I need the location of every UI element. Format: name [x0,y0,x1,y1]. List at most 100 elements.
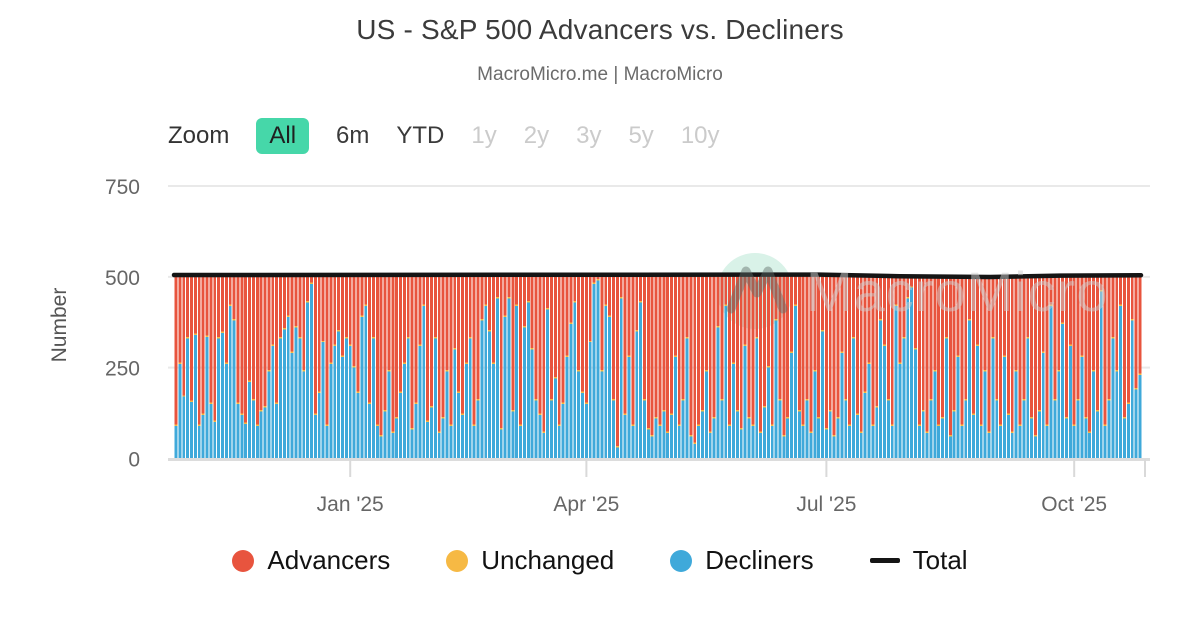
advancers-bar [759,275,763,432]
zoom-button-5y: 5y [628,118,653,154]
unchanged-bar [313,413,317,415]
advancers-bar [778,275,782,399]
advancers-bar [867,275,871,363]
advancers-bar [329,275,333,363]
advancers-bar [178,275,182,363]
decliners-bar [298,338,302,459]
advancers-bar [944,275,948,338]
zoom-range-bar: Zoom All 6m YTD 1y 2y 3y 5y 10y [168,118,720,154]
unchanged-bar [298,337,302,339]
unchanged-bar [592,282,596,285]
advancers-bar [228,275,232,305]
decliners-bar [968,320,972,459]
unchanged-bar [983,369,987,372]
unchanged-bar [383,409,387,412]
legend-item-total[interactable]: Total [869,545,968,576]
x-tick-label: Jul '25 [796,493,856,516]
unchanged-bar [561,402,565,404]
decliners-bar [801,425,805,459]
decliners-bar [670,414,673,459]
unchanged-bar [433,337,437,339]
advancers-bar [855,275,859,414]
unchanged-bar [1064,417,1068,419]
decliners-bar [368,404,372,459]
advancers-bar [313,275,317,414]
advancers-bar [275,275,279,403]
advancers-bar [766,275,770,367]
decliners-bar [631,425,635,459]
advancers-bar [1107,275,1111,399]
decliners-bar [375,425,379,459]
zoom-button-all[interactable]: All [256,118,310,154]
unchanged-bar [209,402,213,404]
unchanged-bar [898,362,902,365]
advancers-bar [1072,275,1076,425]
advancers-bar [271,275,275,345]
unchanged-bar [329,362,333,365]
decliners-bar [263,407,267,459]
advancers-bar [437,275,441,432]
unchanged-bar [732,362,735,365]
decliners-bar [414,404,418,459]
decliners-bar [1126,404,1130,459]
decliners-bar [290,353,294,459]
unchanged-bar [716,326,720,328]
unchanged-bar [1030,417,1034,419]
advancers-bar [828,275,832,410]
decliners-bar [929,400,933,459]
unchanged-bar [941,417,944,419]
advancers-bar [983,275,987,370]
advancers-bar [1037,275,1041,410]
decliners-bar [546,309,550,459]
advancers-bar [968,275,972,319]
watermark-m-icon [726,266,788,314]
decliners-bar [952,411,956,459]
advancers-bar [522,275,526,327]
advancers-bar [352,275,356,367]
unchanged-bar [960,424,964,426]
unchanged-bar [964,398,968,401]
unchanged-bar [735,409,739,412]
decliners-bar [600,371,604,459]
unchanged-bar [863,391,867,394]
decliners-bar [464,364,468,459]
unchanged-bar [259,409,263,412]
unchanged-bar [1119,304,1123,306]
unchanged-bar [743,344,747,346]
unchanged-bar [457,391,461,394]
advancers-bar [1018,275,1022,425]
decliners-bar [356,393,360,459]
unchanged-bar [821,329,824,332]
decliners-bar [348,345,352,459]
legend-item-unchanged[interactable]: Unchanged [446,545,614,576]
advancers-bar [852,275,855,338]
unchanged-bar [391,431,395,434]
unchanged-bar [972,413,975,415]
decliners-bar [259,411,263,459]
decliners-bar [341,356,344,459]
unchanged-bar [701,409,704,412]
unchanged-bar [604,304,608,306]
advancers-bar [848,275,852,425]
legend-item-decliners[interactable]: Decliners [670,545,814,576]
decliners-bar [406,338,410,459]
zoom-button-6m[interactable]: 6m [336,118,369,154]
unchanged-bar [399,391,402,394]
unchanged-bar [588,340,592,343]
unchanged-bar [492,362,495,365]
unchanged-bar [658,424,662,426]
decliners-bar [468,338,472,459]
decliners-bar [782,436,786,459]
unchanged-bar [178,362,182,365]
decliners-bar [352,367,356,459]
decliners-bar [871,425,875,459]
zoom-button-ytd[interactable]: YTD [396,118,444,154]
legend-item-advancers[interactable]: Advancers [232,545,390,576]
decliners-bar [430,407,433,459]
advancers-bar [739,275,743,428]
unchanged-bar [294,326,298,328]
decliners-bar [441,418,445,459]
advancers-bar [492,275,495,363]
advancers-bar [321,275,325,341]
